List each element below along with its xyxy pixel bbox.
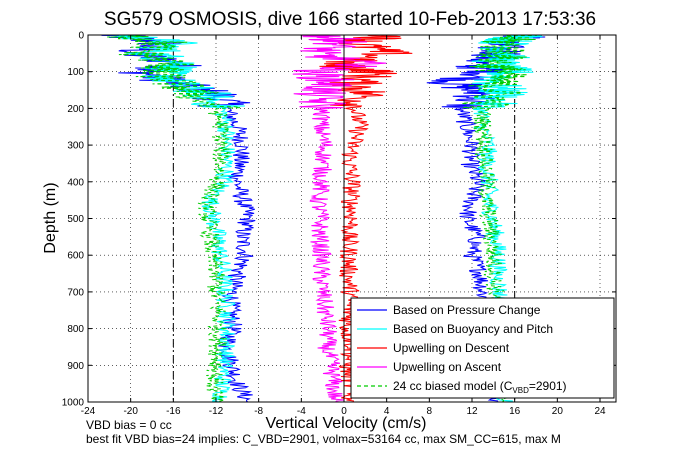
legend-label: Based on Pressure Change bbox=[393, 303, 541, 317]
x-axis-label: Vertical Velocity (cm/s) bbox=[266, 415, 427, 432]
y-tick-label: 600 bbox=[67, 251, 84, 262]
series-layer bbox=[101, 34, 546, 403]
series-line-upwelling_ascent bbox=[292, 34, 387, 403]
series-line-biased_model_ascent bbox=[461, 34, 538, 403]
x-tick-label: 8 bbox=[427, 406, 433, 417]
chart-title: SG579 OSMOSIS, dive 166 started 10-Feb-2… bbox=[104, 9, 596, 30]
legend-label: Based on Buoyancy and Pitch bbox=[393, 322, 553, 336]
x-tick-label: 20 bbox=[552, 406, 564, 417]
y-tick-label: 400 bbox=[67, 177, 84, 188]
legend-label: Upwelling on Ascent bbox=[393, 360, 502, 374]
y-tick-label: 900 bbox=[67, 361, 84, 372]
x-tick-label: -16 bbox=[166, 406, 181, 417]
series-line-biased_model_descent bbox=[107, 34, 241, 403]
legend: Based on Pressure Change Based on Buoyanc… bbox=[350, 297, 615, 399]
x-tick-label: 4 bbox=[384, 406, 390, 417]
axis-ticks: -24 -20 -16 -12 -8 -4 0 4 8 12 16 20 24 0 100 200 300 400… bbox=[62, 31, 616, 417]
legend-box bbox=[350, 297, 615, 399]
y-tick-label: 800 bbox=[67, 324, 84, 335]
legend-label: Upwelling on Descent bbox=[393, 341, 510, 355]
y-tick-label: 500 bbox=[67, 214, 84, 225]
vbd-bias-text: VBD bias = 0 cc bbox=[86, 418, 172, 432]
y-tick-label: 100 bbox=[67, 67, 84, 78]
x-tick-label: -12 bbox=[209, 406, 224, 417]
x-tick-label: -24 bbox=[81, 406, 96, 417]
y-axis-label: Depth (m) bbox=[42, 182, 59, 253]
y-tick-label: 1000 bbox=[62, 398, 85, 409]
x-tick-label: 12 bbox=[466, 406, 478, 417]
x-tick-label: -20 bbox=[123, 406, 138, 417]
y-tick-label: 200 bbox=[67, 104, 84, 115]
x-tick-label: 24 bbox=[594, 406, 606, 417]
best-fit-text: best fit VBD bias=24 implies: C_VBD=2901… bbox=[86, 432, 561, 446]
y-tick-label: 300 bbox=[67, 141, 84, 152]
legend-label: 24 cc biased model (CVBD=2901) bbox=[393, 379, 567, 395]
y-tick-label: 700 bbox=[67, 287, 84, 298]
y-tick-label: 0 bbox=[78, 31, 84, 42]
x-tick-label: 0 bbox=[341, 406, 347, 417]
x-tick-label: -8 bbox=[254, 406, 263, 417]
x-tick-label: -4 bbox=[297, 406, 306, 417]
x-tick-label: 16 bbox=[509, 406, 521, 417]
series-line-upwelling_descent bbox=[319, 34, 413, 403]
